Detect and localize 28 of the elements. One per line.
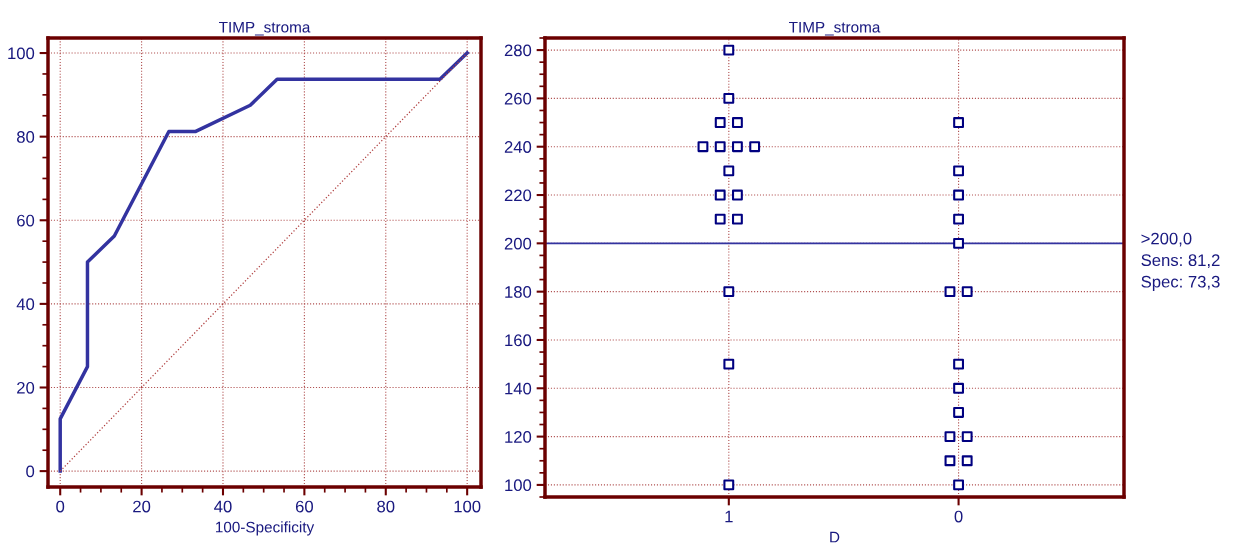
chart-title: TIMP_stroma [219,21,311,36]
y-tick-label: 220 [504,189,532,202]
x-axis-title: 100-Specificity [215,521,315,536]
x-tick-label: 100 [454,500,481,513]
x-tick-label: 40 [214,500,232,513]
x-tick-label: 0 [56,500,65,513]
x-tick-label: 20 [133,500,151,513]
y-tick-label: 180 [505,286,532,298]
y-tick-label: 40 [16,298,35,311]
y-tick-label: 80 [16,131,35,143]
y-tick-label: 100 [505,479,532,492]
y-tick-label: 240 [504,141,532,153]
y-tick-label: 20 [17,381,35,394]
y-tick-label: 100 [8,47,35,60]
y-tick-label: 200 [504,237,532,250]
y-tick-label: 160 [505,334,532,347]
y-tick-label: 280 [504,44,532,57]
x-tick-label: 60 [295,500,313,513]
x-tick-label: 1 [725,510,733,523]
y-tick-label: 60 [17,214,35,227]
chart-title: TIMP_stroma [789,21,881,36]
y-tick-label: 140 [505,382,532,395]
y-tick-label: 0 [26,465,35,478]
y-tick-label: 260 [504,92,532,105]
x-tick-label: 80 [377,500,395,513]
x-axis-title: D [830,531,840,543]
y-tick-label: 120 [505,431,532,443]
ref-line-label: >200,0 Sens: 81,2 Spec: 73,3 [1141,232,1220,291]
